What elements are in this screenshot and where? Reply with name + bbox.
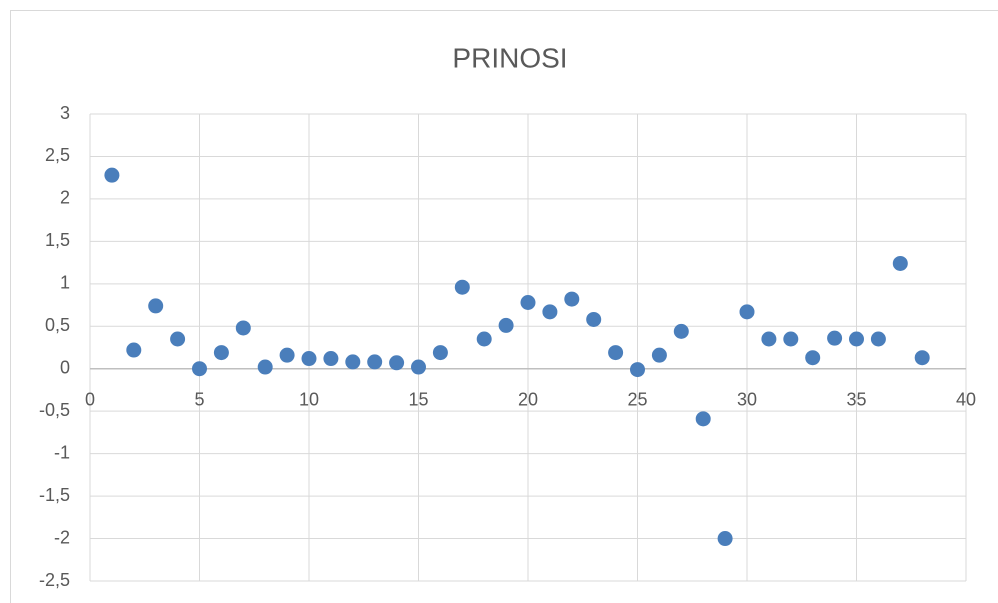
point (301, 351, 317, 367)
point (630, 362, 645, 378)
point (870, 331, 886, 347)
point (432, 345, 448, 361)
point (717, 531, 733, 547)
y-tick-label: 0,5 (45, 315, 70, 335)
point (170, 331, 186, 347)
y-tick-label: -0,5 (39, 400, 70, 420)
x-tick-label: 35 (846, 389, 866, 409)
point (454, 279, 470, 295)
point (323, 351, 339, 367)
y-tick-label: 2 (60, 188, 70, 208)
point (476, 331, 492, 347)
point (739, 304, 755, 320)
y-tick-label: 3 (60, 103, 70, 123)
point (257, 359, 273, 375)
x-tick-label: 25 (627, 389, 647, 409)
y-tick-label: -1,5 (39, 485, 70, 505)
point (213, 345, 229, 361)
point (608, 345, 624, 361)
point (673, 323, 689, 339)
point (235, 320, 251, 336)
x-tick-label: 30 (737, 389, 757, 409)
point (542, 304, 558, 320)
point (914, 350, 930, 366)
point (695, 411, 711, 427)
point (148, 298, 164, 314)
point (783, 331, 799, 347)
y-tick-label: -1 (54, 442, 70, 462)
point (892, 255, 908, 271)
chart-border (10, 10, 998, 603)
point (345, 354, 361, 370)
point (192, 361, 207, 377)
y-tick-label: 0 (60, 357, 70, 377)
point (126, 342, 142, 358)
point (761, 331, 777, 347)
x-tick-label: 15 (408, 389, 428, 409)
x-tick-label: 10 (299, 389, 319, 409)
point (849, 331, 864, 347)
point (827, 330, 843, 346)
point (586, 311, 602, 327)
point (651, 347, 667, 363)
point (805, 350, 821, 366)
point (367, 354, 383, 370)
x-tick-label: 20 (518, 389, 538, 409)
y-tick-label: 2,5 (45, 145, 70, 165)
y-tick-label: -2,5 (39, 570, 70, 590)
point (564, 291, 580, 307)
x-tick-label: 0 (85, 389, 95, 409)
y-tick-label: 1 (60, 273, 70, 293)
point (520, 294, 536, 310)
point (279, 347, 295, 363)
point (498, 317, 514, 333)
point (389, 355, 405, 371)
x-tick-label: 5 (194, 389, 204, 409)
y-tick-label: 1,5 (45, 230, 70, 250)
point (104, 167, 120, 183)
y-tick-label: -2 (54, 527, 70, 547)
point (411, 359, 426, 375)
chart-title: PRINOSI (452, 42, 567, 73)
x-tick-label: 40 (956, 389, 976, 409)
